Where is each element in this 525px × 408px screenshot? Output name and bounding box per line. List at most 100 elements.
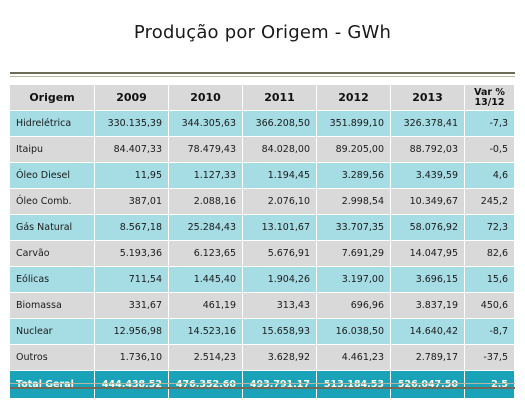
- col-header-var: Var % 13/12: [465, 85, 515, 111]
- cell-2011: 1.904,26: [243, 267, 317, 293]
- cell-origem: Gás Natural: [10, 215, 95, 241]
- cell-2013: 58.076,92: [391, 215, 465, 241]
- cell-origem: Itaipu: [10, 137, 95, 163]
- col-header-var-line1: Var %: [474, 86, 505, 98]
- cell-2009: 11,95: [95, 163, 169, 189]
- total-2009: 444.438,52: [95, 371, 169, 399]
- col-header-origem: Origem: [10, 85, 95, 111]
- header-row: Origem 2009 2010 2011 2012 2013 Var % 13/…: [10, 85, 515, 111]
- cell-2010: 2.088,16: [169, 189, 243, 215]
- cell-2009: 1.736,10: [95, 345, 169, 371]
- cell-2009: 711,54: [95, 267, 169, 293]
- cell-var: 245,2: [465, 189, 515, 215]
- cell-var: 450,6: [465, 293, 515, 319]
- cell-2011: 313,43: [243, 293, 317, 319]
- cell-2012: 2.998,54: [317, 189, 391, 215]
- top-rule-light: [10, 76, 515, 77]
- cell-2009: 5.193,36: [95, 241, 169, 267]
- table-row: Hidrelétrica 330.135,39 344.305,63 366.2…: [10, 111, 515, 137]
- cell-2012: 7.691,29: [317, 241, 391, 267]
- cell-2013: 3.837,19: [391, 293, 465, 319]
- cell-var: -7,3: [465, 111, 515, 137]
- table-row: Biomassa 331,67 461,19 313,43 696,96 3.8…: [10, 293, 515, 319]
- cell-2010: 1.445,40: [169, 267, 243, 293]
- cell-2011: 366.208,50: [243, 111, 317, 137]
- page-title: Produção por Origem - GWh: [133, 22, 392, 43]
- cell-var: 82,6: [465, 241, 515, 267]
- total-var: 2,5: [465, 371, 515, 399]
- cell-2009: 12.956,98: [95, 319, 169, 345]
- cell-2010: 461,19: [169, 293, 243, 319]
- total-label: Total Geral: [10, 371, 95, 399]
- cell-2010: 25.284,43: [169, 215, 243, 241]
- cell-2012: 3.197,00: [317, 267, 391, 293]
- col-header-2013: 2013: [391, 85, 465, 111]
- cell-origem: Biomassa: [10, 293, 95, 319]
- table-row: Itaipu 84.407,33 78.479,43 84.028,00 89.…: [10, 137, 515, 163]
- cell-2013: 88.792,03: [391, 137, 465, 163]
- cell-2009: 387,01: [95, 189, 169, 215]
- total-2011: 493.791,17: [243, 371, 317, 399]
- cell-2013: 2.789,17: [391, 345, 465, 371]
- table-row: Gás Natural 8.567,18 25.284,43 13.101,67…: [10, 215, 515, 241]
- cell-origem: Óleo Diesel: [10, 163, 95, 189]
- col-header-2009: 2009: [95, 85, 169, 111]
- cell-origem: Óleo Comb.: [10, 189, 95, 215]
- cell-2012: 89.205,00: [317, 137, 391, 163]
- table-row: Óleo Comb. 387,01 2.088,16 2.076,10 2.99…: [10, 189, 515, 215]
- production-table: Origem 2009 2010 2011 2012 2013 Var % 13/…: [10, 85, 515, 399]
- cell-2010: 78.479,43: [169, 137, 243, 163]
- cell-2011: 13.101,67: [243, 215, 317, 241]
- cell-2010: 344.305,63: [169, 111, 243, 137]
- cell-var: -8,7: [465, 319, 515, 345]
- cell-2013: 3.696,15: [391, 267, 465, 293]
- cell-var: 4,6: [465, 163, 515, 189]
- cell-2013: 14.047,95: [391, 241, 465, 267]
- cell-2009: 330.135,39: [95, 111, 169, 137]
- cell-2011: 3.628,92: [243, 345, 317, 371]
- cell-2012: 16.038,50: [317, 319, 391, 345]
- cell-2012: 696,96: [317, 293, 391, 319]
- top-rule-dark: [10, 72, 515, 74]
- cell-2011: 1.194,45: [243, 163, 317, 189]
- bottom-rule-dark: [10, 387, 515, 389]
- cell-2012: 4.461,23: [317, 345, 391, 371]
- cell-2011: 2.076,10: [243, 189, 317, 215]
- cell-2012: 3.289,56: [317, 163, 391, 189]
- total-row: Total Geral 444.438,52 476.352,60 493.79…: [10, 371, 515, 399]
- cell-origem: Outros: [10, 345, 95, 371]
- cell-2012: 351.899,10: [317, 111, 391, 137]
- table-row: Óleo Diesel 11,95 1.127,33 1.194,45 3.28…: [10, 163, 515, 189]
- cell-2012: 33.707,35: [317, 215, 391, 241]
- total-2010: 476.352,60: [169, 371, 243, 399]
- cell-2009: 331,67: [95, 293, 169, 319]
- cell-2013: 10.349,67: [391, 189, 465, 215]
- cell-2011: 84.028,00: [243, 137, 317, 163]
- cell-2009: 84.407,33: [95, 137, 169, 163]
- cell-2009: 8.567,18: [95, 215, 169, 241]
- cell-origem: Eólicas: [10, 267, 95, 293]
- cell-var: -0,5: [465, 137, 515, 163]
- cell-2010: 14.523,16: [169, 319, 243, 345]
- cell-origem: Carvão: [10, 241, 95, 267]
- table-row: Carvão 5.193,36 6.123,65 5.676,91 7.691,…: [10, 241, 515, 267]
- cell-2013: 3.439,59: [391, 163, 465, 189]
- cell-2010: 2.514,23: [169, 345, 243, 371]
- cell-2010: 1.127,33: [169, 163, 243, 189]
- cell-origem: Nuclear: [10, 319, 95, 345]
- table-row: Nuclear 12.956,98 14.523,16 15.658,93 16…: [10, 319, 515, 345]
- col-header-2011: 2011: [243, 85, 317, 111]
- col-header-2012: 2012: [317, 85, 391, 111]
- cell-var: -37,5: [465, 345, 515, 371]
- cell-2013: 326.378,41: [391, 111, 465, 137]
- total-2013: 526.047,50: [391, 371, 465, 399]
- cell-origem: Hidrelétrica: [10, 111, 95, 137]
- table-row: Outros 1.736,10 2.514,23 3.628,92 4.461,…: [10, 345, 515, 371]
- cell-2010: 6.123,65: [169, 241, 243, 267]
- cell-var: 15,6: [465, 267, 515, 293]
- col-header-2010: 2010: [169, 85, 243, 111]
- table-row: Eólicas 711,54 1.445,40 1.904,26 3.197,0…: [10, 267, 515, 293]
- bottom-rule-light: [10, 383, 515, 384]
- cell-2013: 14.640,42: [391, 319, 465, 345]
- cell-2011: 5.676,91: [243, 241, 317, 267]
